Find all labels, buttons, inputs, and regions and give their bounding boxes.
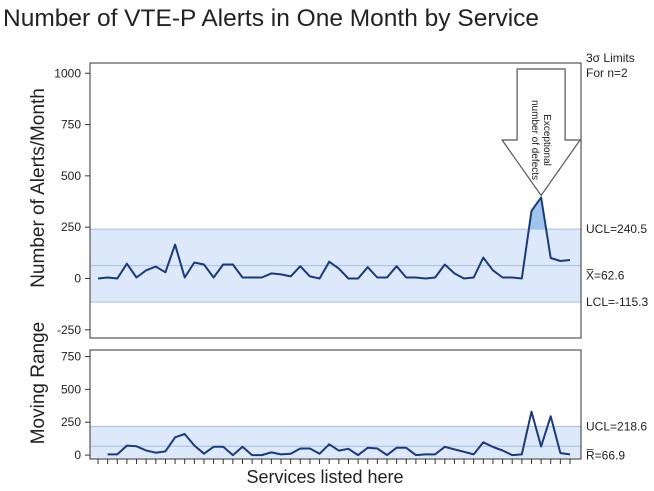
callout-text-line-2: number of defects xyxy=(529,100,540,180)
individuals-y-tick-label: 1000 xyxy=(54,66,81,80)
moving-range-center-label: R̅=66.9 xyxy=(586,448,625,462)
individuals-series-line xyxy=(97,196,571,280)
limits-note: 3σ Limits For n=2 xyxy=(586,51,635,80)
limits-note-line-2: For n=2 xyxy=(586,66,628,80)
exceptional-callout: Exceptional number of defects xyxy=(500,68,582,197)
individuals-y-tick-label: 750 xyxy=(61,118,81,132)
individuals-y-tick-label: -250 xyxy=(57,323,81,337)
down-arrow-icon xyxy=(500,68,582,197)
individuals-y-tick-label: 0 xyxy=(74,271,81,285)
individuals-panel: Number of Alerts/Month 1000 750 500 250 0 -25… xyxy=(28,62,648,339)
individuals-ucl-label: UCL=240.5 xyxy=(586,222,647,236)
chart-title: Number of VTE-P Alerts in One Month by S… xyxy=(3,5,539,32)
moving-range-y-ticks: 750 500 250 0 xyxy=(61,350,90,462)
individuals-y-ticks: 1000 750 500 250 0 -250 xyxy=(54,66,90,337)
individuals-y-tick-label: 250 xyxy=(61,220,81,234)
individuals-lcl-label: LCL=-115.3 xyxy=(586,295,648,309)
moving-range-y-tick-label: 500 xyxy=(61,382,81,396)
limits-note-line-1: 3σ Limits xyxy=(586,51,635,65)
individuals-y-axis-label: Number of Alerts/Month xyxy=(28,88,49,288)
moving-range-y-tick-label: 0 xyxy=(74,448,81,462)
moving-range-y-axis-label: Moving Range xyxy=(28,322,49,445)
x-axis-ticks xyxy=(97,459,571,464)
callout-text-line-1: Exceptional xyxy=(541,114,552,166)
individuals-y-tick-label: 500 xyxy=(61,169,81,183)
moving-range-ucl-label: UCL=218.6 xyxy=(586,419,647,433)
moving-range-y-tick-label: 250 xyxy=(61,415,81,429)
individuals-center-label: X̅=62.6 xyxy=(586,269,625,283)
moving-range-panel: Moving Range 750 500 250 0 UCL=218.6 R̅=66.… xyxy=(28,322,647,463)
moving-range-plot-frame xyxy=(89,349,582,460)
moving-range-series-line xyxy=(107,410,571,457)
individuals-plot-frame xyxy=(89,62,582,339)
moving-range-y-tick-label: 750 xyxy=(61,350,81,364)
x-axis-label: Services listed here xyxy=(246,467,403,487)
